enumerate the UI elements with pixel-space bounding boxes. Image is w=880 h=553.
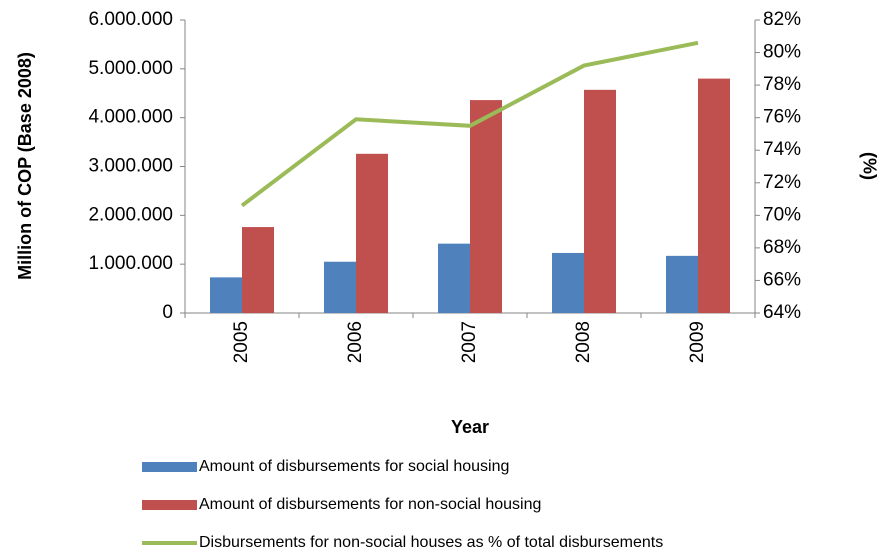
line — [240, 40, 699, 208]
y2-tick-label: 66% — [763, 269, 801, 290]
y-tick-label: 6.000.000 — [88, 9, 173, 30]
y2-tick-label: 74% — [763, 139, 801, 160]
y2-tick-label: 68% — [763, 237, 801, 258]
legend-swatch — [142, 462, 197, 472]
bar — [324, 261, 356, 313]
y2-tick-label: 70% — [763, 204, 801, 225]
legend-swatch — [142, 500, 197, 510]
x-tick-label: 2006 — [345, 321, 366, 363]
bar — [666, 255, 698, 313]
legend-label: Disbursements for non-social houses as %… — [199, 534, 663, 551]
y2-tick-label: 76% — [763, 107, 801, 128]
x-tick-label: 2005 — [231, 321, 252, 363]
y-tick-label: 1.000.000 — [88, 253, 173, 274]
y2-tick-label: 82% — [763, 9, 801, 30]
bar — [698, 78, 730, 313]
y2-tick-label: 64% — [763, 302, 801, 323]
bar — [242, 227, 274, 313]
legend-label: Amount of disbursements for non-social h… — [199, 496, 541, 513]
y-axis-title: Million of COP (Base 2008) — [15, 52, 35, 280]
y2-tick-label: 80% — [763, 42, 801, 63]
x-tick-label: 2007 — [459, 321, 480, 363]
y-tick-label: 5.000.000 — [88, 58, 173, 79]
bar — [584, 89, 616, 313]
y2-tick-label: 72% — [763, 172, 801, 193]
x-tick-label: 2008 — [573, 321, 594, 363]
bar — [210, 277, 242, 313]
bar — [552, 252, 584, 313]
y2-tick-label: 78% — [763, 74, 801, 95]
x-tick-label: 2009 — [687, 321, 708, 363]
y2-axis-title: (%) — [859, 152, 879, 180]
y-tick-label: 3.000.000 — [88, 156, 173, 177]
bar — [438, 243, 470, 313]
bar — [356, 153, 388, 313]
y-tick-label: 2.000.000 — [88, 204, 173, 225]
y-tick-label: 0 — [162, 302, 173, 323]
x-axis-title: Year — [451, 417, 489, 437]
legend-label: Amount of disbursements for social housi… — [199, 458, 509, 475]
y-tick-label: 4.000.000 — [88, 107, 173, 128]
bar — [470, 100, 502, 313]
